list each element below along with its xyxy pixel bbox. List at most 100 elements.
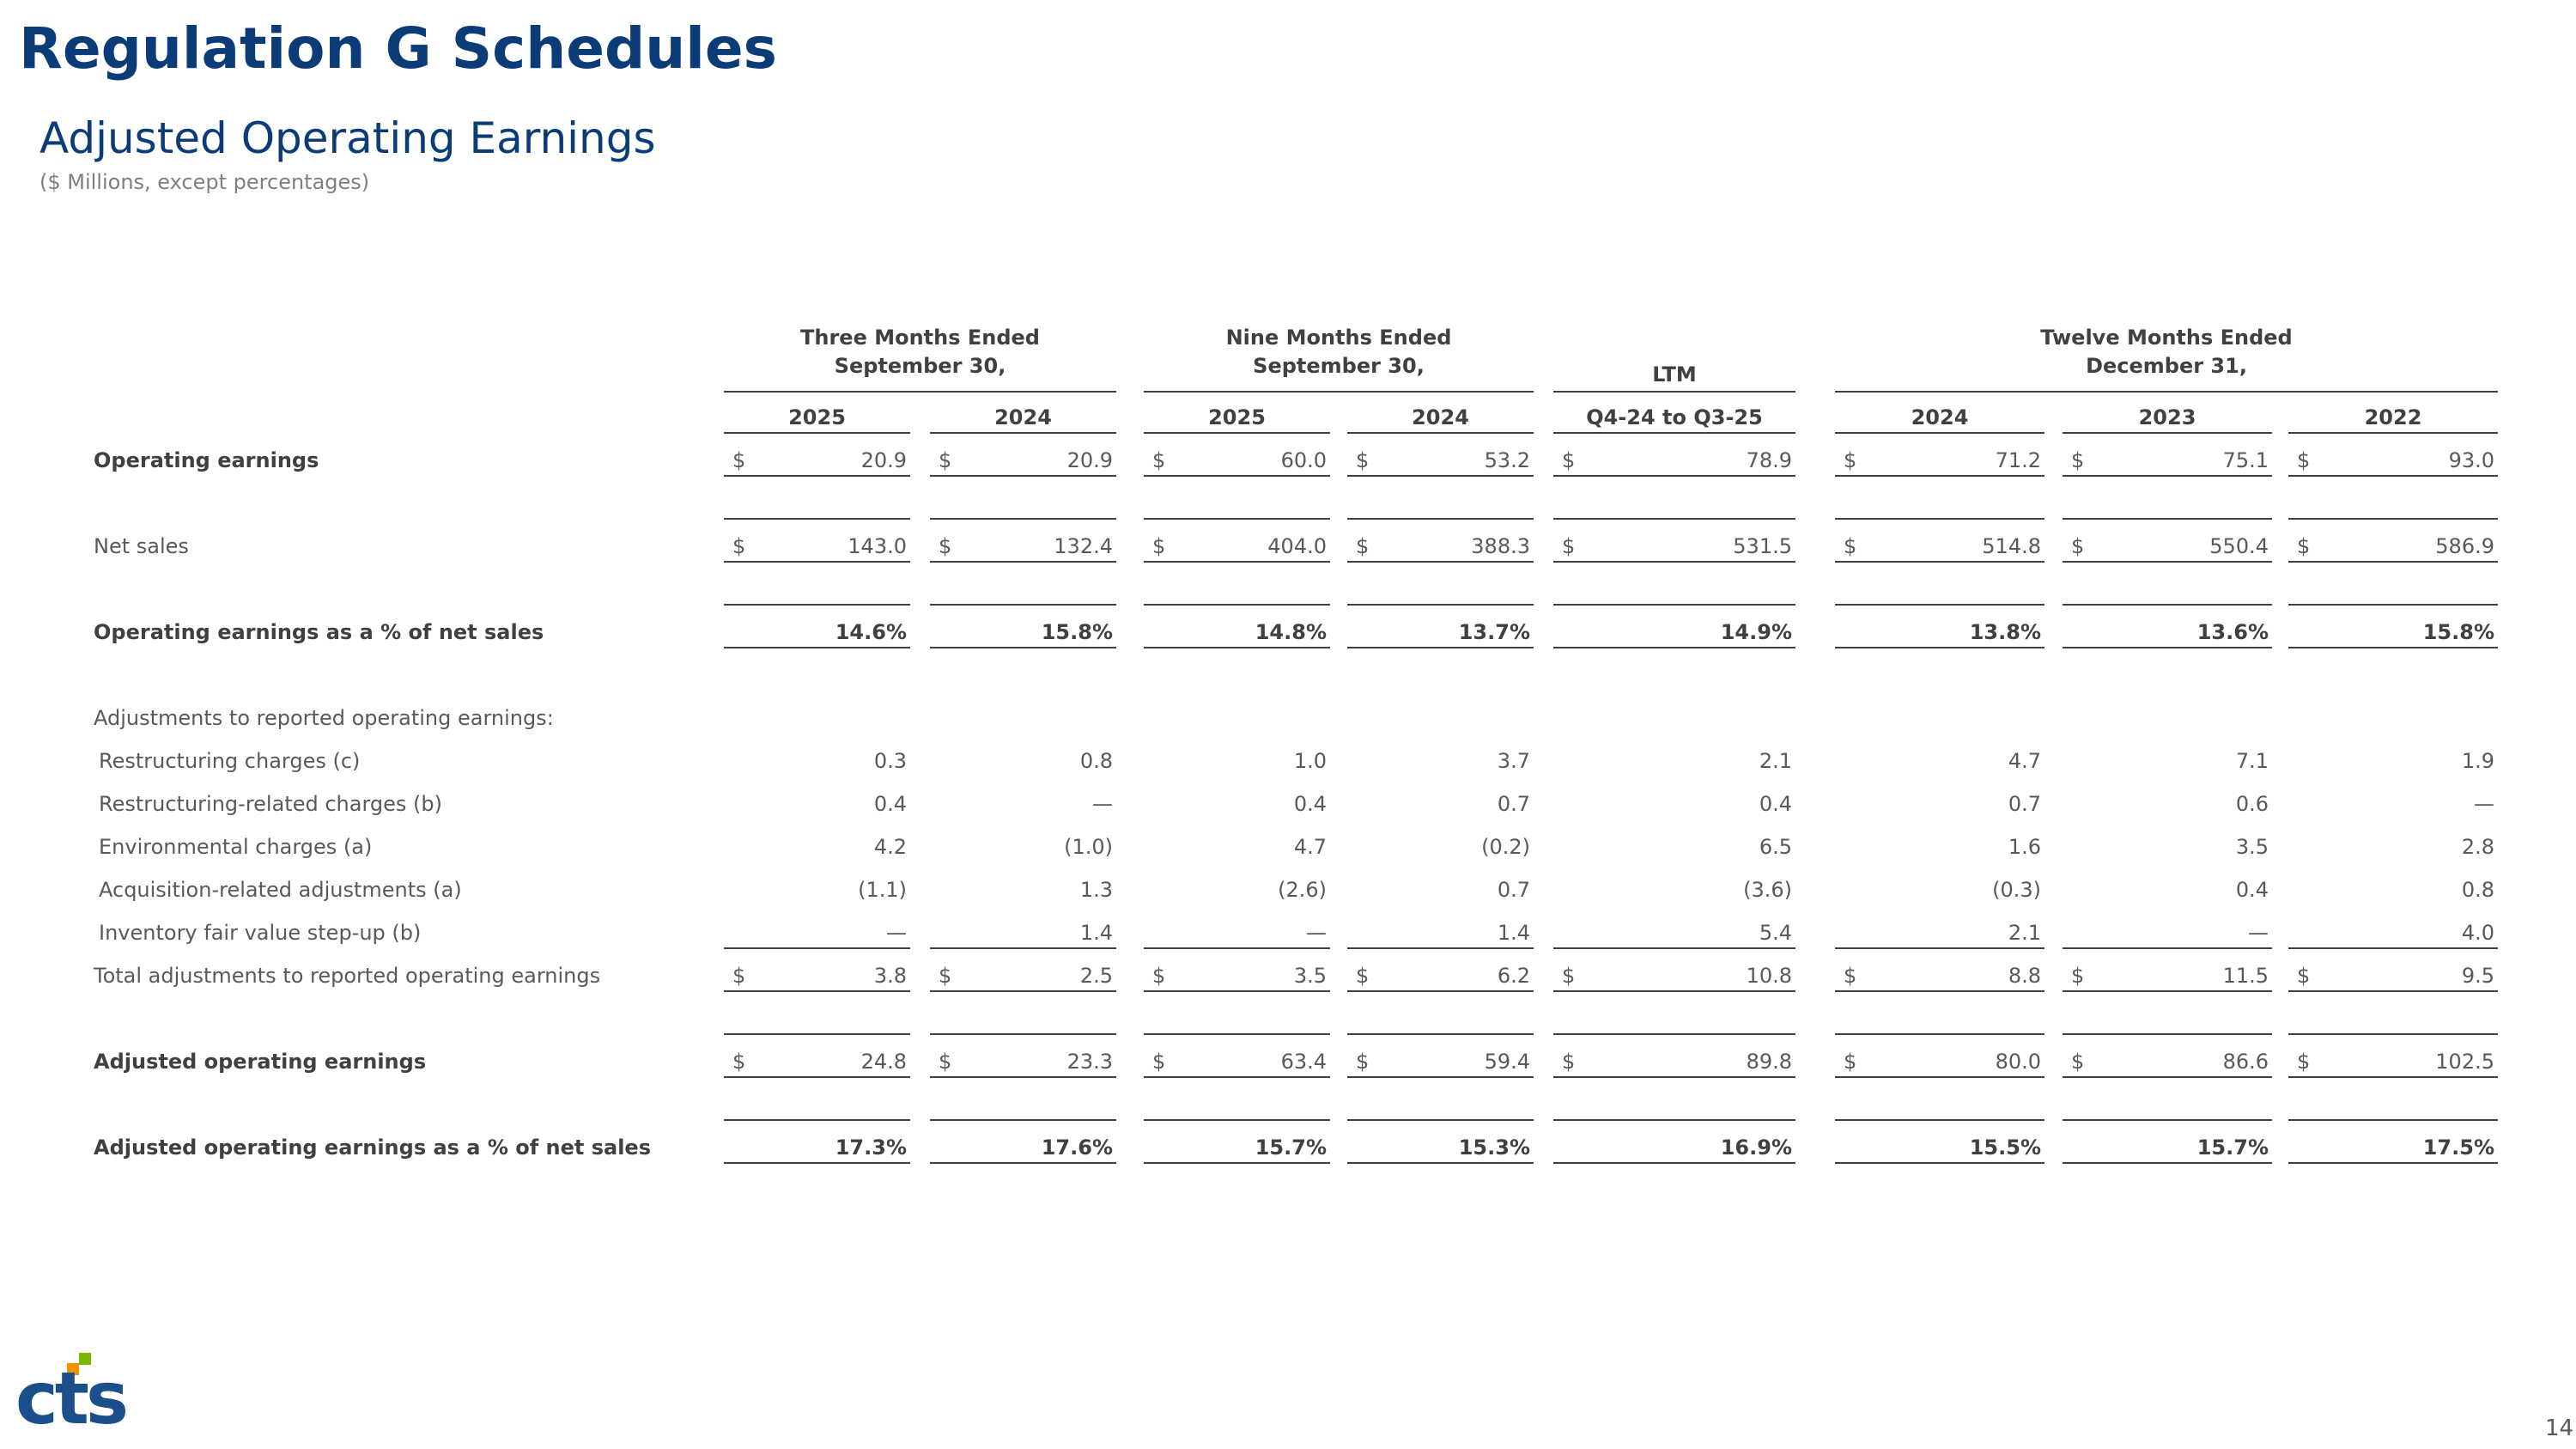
cell: 7.1 (2235, 749, 2269, 773)
currency-sign: $ (2071, 964, 2085, 988)
cell-double-underline (1835, 1119, 2044, 1121)
cell-underline (1347, 475, 1534, 477)
cell-underline (1144, 990, 1330, 992)
logo-square-green (79, 1353, 91, 1365)
subtitle: Adjusted Operating Earnings (39, 113, 656, 163)
cell: (0.2) (1481, 835, 1530, 859)
column-underline (2288, 432, 2498, 434)
cell: 0.4 (873, 792, 907, 816)
cell-underline (724, 475, 910, 477)
cell-underline (1553, 990, 1795, 992)
cell: — (2474, 792, 2494, 816)
currency-sign: $ (732, 534, 746, 558)
column-header: 2025 (788, 405, 846, 429)
cell: 17.5% (2422, 1135, 2494, 1160)
cell: — (1306, 921, 1327, 945)
currency-sign: $ (2071, 1050, 2085, 1074)
cell-double-underline (1347, 604, 1534, 606)
cell: 63.4 (1280, 1050, 1327, 1074)
cell-underline (1553, 561, 1795, 563)
cell-underline (724, 990, 910, 992)
currency-sign: $ (732, 964, 746, 988)
cell: 78.9 (1746, 448, 1792, 472)
column-underline (1347, 432, 1534, 434)
cell-underline (2288, 1076, 2498, 1078)
currency-sign: $ (1356, 534, 1370, 558)
cell: 59.4 (1484, 1050, 1530, 1074)
column-underline (1553, 432, 1795, 434)
cell: 404.0 (1267, 534, 1327, 558)
cell: (1.1) (858, 878, 907, 902)
cell: 4.7 (2008, 749, 2041, 773)
cell: 3.5 (1293, 964, 1327, 988)
cell-underline (1835, 561, 2044, 563)
cell-double-underline (2288, 518, 2498, 520)
cell-underline (1144, 561, 1330, 563)
cell-underline (930, 561, 1116, 563)
cell: 14.8% (1255, 620, 1327, 644)
group-header: LTM (1652, 362, 1697, 387)
cell-underline (930, 1076, 1116, 1078)
cell-underline (1347, 990, 1534, 992)
cell-underline (1144, 647, 1330, 648)
cell: (2.6) (1278, 878, 1327, 902)
currency-sign: $ (1152, 448, 1166, 472)
currency-sign: $ (2071, 534, 2085, 558)
cell: 60.0 (1280, 448, 1327, 472)
cell-underline (2063, 1162, 2272, 1164)
cell: 15.3% (1458, 1135, 1530, 1160)
cell-double-underline (2063, 1119, 2272, 1121)
cell: 143.0 (848, 534, 907, 558)
cell-underline (1835, 1076, 2044, 1078)
column-header: 2025 (1208, 405, 1266, 429)
group-header: Twelve Months Ended (2040, 326, 2293, 350)
units-note: ($ Millions, except percentages) (39, 170, 370, 194)
cell: 86.6 (2222, 1050, 2269, 1074)
cell-double-underline (1144, 1033, 1330, 1035)
currency-sign: $ (2297, 964, 2311, 988)
cell-underline (1553, 947, 1795, 949)
currency-sign: $ (732, 1050, 746, 1074)
row-label: Acquisition-related adjustments (a) (99, 878, 462, 902)
currency-sign: $ (1152, 534, 1166, 558)
cell-underline (1553, 647, 1795, 648)
cell-underline (930, 990, 1116, 992)
cell: 1.9 (2461, 749, 2494, 773)
cell-double-underline (2063, 1033, 2272, 1035)
group-underline (1835, 391, 2498, 393)
cell: 53.2 (1484, 448, 1530, 472)
logo-square-orange (67, 1363, 79, 1375)
cell: 102.5 (2435, 1050, 2494, 1074)
column-header: 2023 (2138, 405, 2196, 429)
currency-sign: $ (2297, 1050, 2311, 1074)
cell-underline (2288, 561, 2498, 563)
cell-double-underline (1553, 1033, 1795, 1035)
cell: 16.9% (1720, 1135, 1792, 1160)
group-header: Nine Months Ended (1225, 326, 1452, 350)
cell: 1.0 (1293, 749, 1327, 773)
cell-double-underline (1144, 518, 1330, 520)
cell-underline (930, 1162, 1116, 1164)
column-underline (724, 432, 910, 434)
cell: 15.8% (1041, 620, 1113, 644)
cell-underline (1347, 1162, 1534, 1164)
cell-underline (2063, 947, 2272, 949)
column-underline (1835, 432, 2044, 434)
currency-sign: $ (1356, 448, 1370, 472)
cell: (1.0) (1064, 835, 1113, 859)
cell-underline (1553, 1076, 1795, 1078)
row-label: Environmental charges (a) (99, 835, 373, 859)
cell-underline (1835, 1162, 2044, 1164)
cell-double-underline (1835, 518, 2044, 520)
page-number: 14 (2545, 1416, 2574, 1441)
cell: 2.8 (2461, 835, 2494, 859)
currency-sign: $ (1844, 448, 1857, 472)
cell: 24.8 (860, 1050, 907, 1074)
currency-sign: $ (939, 964, 952, 988)
cell-underline (2288, 475, 2498, 477)
column-underline (2063, 432, 2272, 434)
cell: 93.0 (2448, 448, 2494, 472)
cell: — (1092, 792, 1113, 816)
cell-underline (1347, 947, 1534, 949)
cell-underline (2063, 1076, 2272, 1078)
